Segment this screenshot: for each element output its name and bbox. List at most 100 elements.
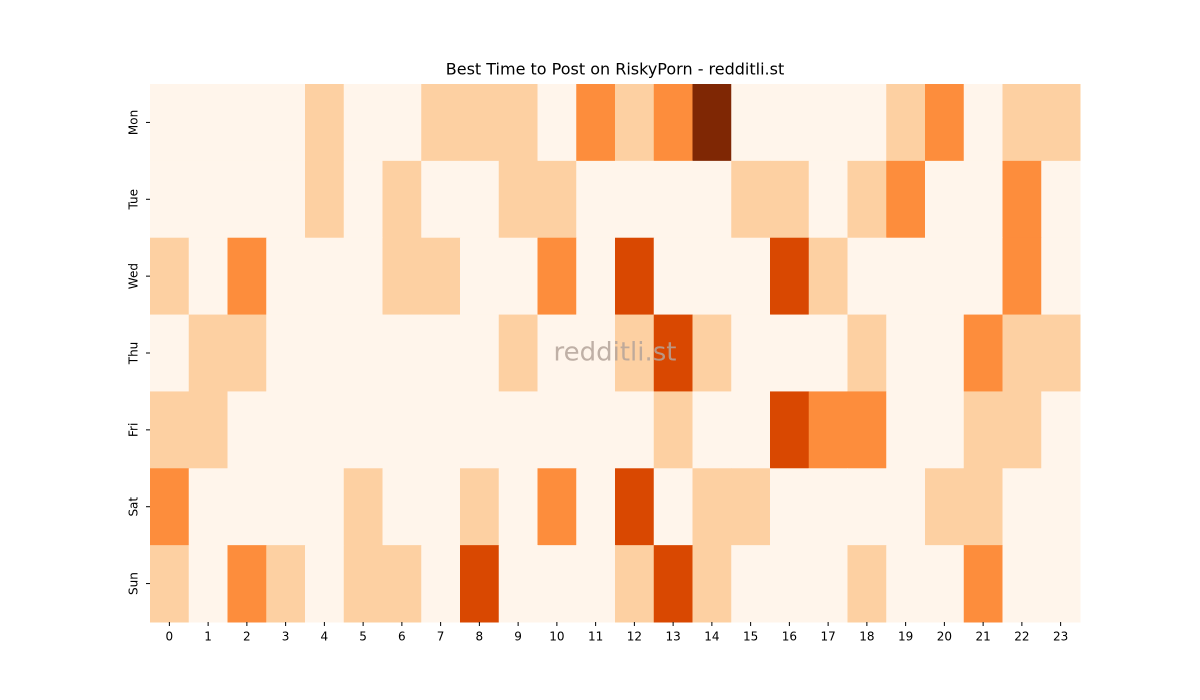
heatmap-cell bbox=[343, 545, 383, 623]
heatmap-cell bbox=[1041, 545, 1081, 623]
heatmap-cell bbox=[343, 314, 383, 392]
heatmap-cell bbox=[1041, 391, 1081, 469]
heatmap-cell bbox=[731, 237, 771, 316]
heatmap-cell bbox=[653, 84, 693, 162]
heatmap-cell bbox=[460, 160, 500, 239]
heatmap-cell bbox=[653, 314, 693, 392]
heatmap-cell bbox=[692, 237, 732, 316]
heatmap-cell bbox=[770, 84, 810, 162]
y-tick-label: Thu bbox=[127, 342, 141, 366]
heatmap-cell bbox=[1002, 314, 1042, 392]
heatmap-cell bbox=[382, 391, 422, 469]
heatmap-cell bbox=[963, 391, 1003, 469]
heatmap-cell bbox=[1002, 160, 1042, 239]
heatmap-cell bbox=[770, 314, 810, 392]
heatmap-cell bbox=[1041, 84, 1081, 162]
heatmap-cell bbox=[808, 237, 848, 316]
heatmap-cell bbox=[925, 84, 965, 162]
heatmap-cell bbox=[615, 237, 655, 316]
heatmap-cell bbox=[266, 237, 306, 316]
heatmap-cell bbox=[382, 84, 422, 162]
x-tick-label: 22 bbox=[1014, 630, 1029, 644]
x-tick-label: 13 bbox=[665, 630, 680, 644]
y-tick-label: Sun bbox=[127, 572, 141, 595]
x-tick-label: 1 bbox=[204, 630, 212, 644]
heatmap-cell bbox=[460, 468, 500, 546]
heatmap-cell bbox=[925, 468, 965, 546]
heatmap-cell bbox=[615, 468, 655, 546]
heatmap-cell bbox=[886, 468, 926, 546]
x-tick-label: 0 bbox=[166, 630, 174, 644]
heatmap-cell bbox=[421, 84, 461, 162]
heatmap-cell bbox=[537, 314, 577, 392]
heatmap-cell bbox=[1002, 84, 1042, 162]
heatmap-cell bbox=[847, 160, 887, 239]
heatmap-cell bbox=[266, 160, 306, 239]
heatmap-cell bbox=[188, 391, 228, 469]
heatmap-cell bbox=[1041, 160, 1081, 239]
heatmap-cell bbox=[770, 237, 810, 316]
heatmap-cell bbox=[1002, 237, 1042, 316]
y-tick-label: Mon bbox=[127, 110, 141, 135]
heatmap-cell bbox=[188, 160, 228, 239]
heatmap-cell bbox=[537, 391, 577, 469]
heatmap-cell bbox=[382, 545, 422, 623]
heatmap-cell bbox=[188, 84, 228, 162]
heatmap-cell bbox=[615, 545, 655, 623]
heatmap-cell bbox=[770, 545, 810, 623]
heatmap-cell bbox=[421, 468, 461, 546]
heatmap-cell bbox=[1002, 468, 1042, 546]
heatmap-cell bbox=[421, 391, 461, 469]
heatmap-cell bbox=[1041, 314, 1081, 392]
heatmap-cell bbox=[537, 545, 577, 623]
heatmap-cell bbox=[537, 160, 577, 239]
x-tick-label: 5 bbox=[359, 630, 367, 644]
heatmap-cell bbox=[150, 160, 190, 239]
heatmap-cell bbox=[305, 391, 345, 469]
x-tick-label: 20 bbox=[937, 630, 952, 644]
heatmap-cell bbox=[305, 314, 345, 392]
heatmap-cell bbox=[925, 314, 965, 392]
heatmap-cell bbox=[382, 160, 422, 239]
heatmap-cell bbox=[188, 545, 228, 623]
heatmap-cell bbox=[227, 314, 267, 392]
heatmap-cell bbox=[343, 160, 383, 239]
heatmap-cell bbox=[808, 468, 848, 546]
heatmap-cell bbox=[847, 84, 887, 162]
heatmap-cell bbox=[963, 545, 1003, 623]
heatmap-cell bbox=[653, 545, 693, 623]
heatmap-cell bbox=[886, 237, 926, 316]
heatmap-cell bbox=[421, 160, 461, 239]
heatmap-cell bbox=[653, 237, 693, 316]
heatmap-cell bbox=[692, 545, 732, 623]
heatmap-cell bbox=[847, 314, 887, 392]
heatmap-cell bbox=[886, 160, 926, 239]
heatmap-cell bbox=[305, 237, 345, 316]
heatmap-cell bbox=[305, 545, 345, 623]
heatmap-cell bbox=[847, 237, 887, 316]
heatmap-cell bbox=[615, 314, 655, 392]
heatmap-cell bbox=[1002, 545, 1042, 623]
heatmap-cell bbox=[576, 468, 616, 546]
heatmap-cell bbox=[227, 237, 267, 316]
heatmap-cell bbox=[886, 545, 926, 623]
x-tick-label: 7 bbox=[437, 630, 445, 644]
heatmap-cell bbox=[227, 160, 267, 239]
heatmap-cell bbox=[460, 545, 500, 623]
heatmap-cell bbox=[188, 237, 228, 316]
x-tick-label: 15 bbox=[743, 630, 758, 644]
watermark: redditli.st bbox=[554, 338, 677, 368]
heatmap-cell bbox=[886, 391, 926, 469]
heatmap-cell bbox=[808, 545, 848, 623]
heatmap-cell bbox=[731, 545, 771, 623]
x-tick-label: 23 bbox=[1053, 630, 1068, 644]
heatmap-cell bbox=[963, 84, 1003, 162]
heatmap-cell bbox=[847, 391, 887, 469]
heatmap-cell bbox=[925, 160, 965, 239]
heatmap-cell bbox=[266, 391, 306, 469]
x-tick-label: 8 bbox=[476, 630, 484, 644]
heatmap-cell bbox=[576, 84, 616, 162]
heatmap-cell bbox=[343, 468, 383, 546]
heatmap-cell bbox=[692, 314, 732, 392]
heatmap-cell bbox=[460, 391, 500, 469]
